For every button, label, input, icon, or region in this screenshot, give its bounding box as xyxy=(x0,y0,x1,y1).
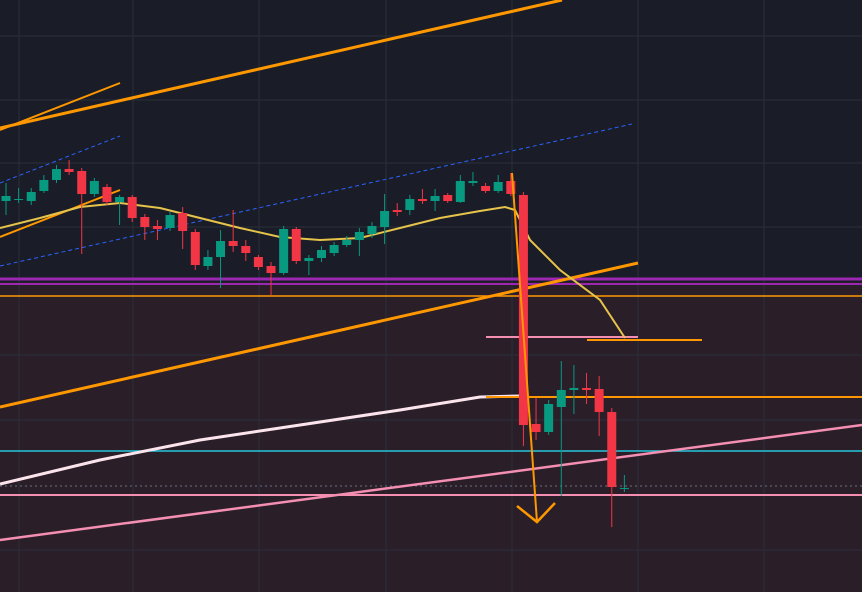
candle-body xyxy=(569,388,579,390)
candle-body xyxy=(152,226,162,229)
arrow-shaft xyxy=(511,172,538,523)
candle-body xyxy=(190,232,200,265)
blue-channel xyxy=(0,135,121,184)
candle-body xyxy=(392,210,402,212)
candle-body xyxy=(607,412,617,487)
lower-background xyxy=(0,282,862,592)
candle-body xyxy=(455,181,465,202)
candle-body xyxy=(203,257,213,266)
candles xyxy=(1,160,629,527)
candle-body xyxy=(582,388,592,390)
candle-body xyxy=(518,195,528,425)
candle-body xyxy=(481,186,491,191)
candle-body xyxy=(594,389,604,412)
candle-body xyxy=(506,181,516,194)
orange-trend xyxy=(0,82,121,131)
candle-body xyxy=(430,196,440,201)
candle-body xyxy=(102,187,112,202)
candle-body xyxy=(304,258,314,261)
orange-trend xyxy=(0,0,563,130)
candle-body xyxy=(405,199,415,210)
candle-body xyxy=(468,181,478,183)
candle-body xyxy=(89,181,99,194)
candle-body xyxy=(39,180,49,191)
candle-body xyxy=(241,246,251,253)
pink-trend xyxy=(0,423,862,542)
candle-body xyxy=(291,229,301,261)
candle-body xyxy=(14,199,24,200)
candle-body xyxy=(417,199,427,201)
candle-body xyxy=(1,196,11,201)
candle-body xyxy=(354,232,364,240)
candle-body xyxy=(329,245,339,253)
candle-body xyxy=(115,197,125,202)
candle-body xyxy=(317,250,326,258)
candle-body xyxy=(165,215,175,228)
candle-body xyxy=(51,169,61,180)
candle-body xyxy=(77,171,87,194)
candle-body xyxy=(140,217,150,227)
candle-body xyxy=(127,197,137,218)
candle-body xyxy=(443,195,453,201)
blue-channel xyxy=(0,123,633,267)
candle-body xyxy=(531,424,541,432)
upper-background xyxy=(0,0,862,282)
arrow-head xyxy=(516,502,556,524)
orange-trend xyxy=(0,261,639,409)
candle-body xyxy=(216,241,226,257)
candle-body xyxy=(228,241,238,246)
candle-body xyxy=(367,226,377,234)
candle-body xyxy=(266,266,276,273)
candle-body xyxy=(253,257,263,267)
candle-body xyxy=(556,390,566,407)
candle-body xyxy=(493,182,503,191)
candle-body xyxy=(26,192,36,201)
candle-body xyxy=(279,229,289,273)
candle-body xyxy=(380,211,390,227)
candle-body xyxy=(178,213,188,231)
candle-body xyxy=(544,404,554,432)
candle-body xyxy=(64,169,74,172)
candle-body xyxy=(619,488,629,489)
white-average xyxy=(0,394,521,486)
candle-body xyxy=(342,240,352,245)
